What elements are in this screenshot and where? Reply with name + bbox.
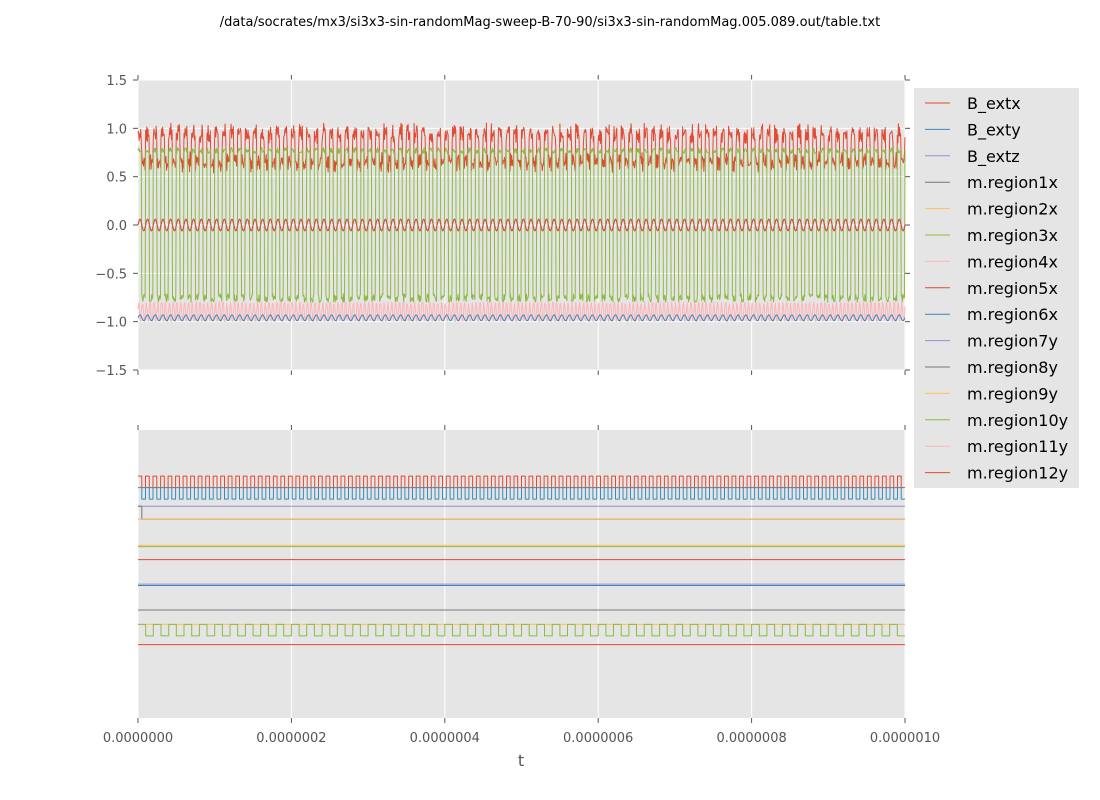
legend-entry: m.region6x <box>967 305 1058 324</box>
legend-entry: m.region7y <box>967 332 1058 351</box>
series-line <box>138 487 905 500</box>
legend-entry: m.region3x <box>967 226 1058 245</box>
legend-entry: B_extx <box>967 94 1021 114</box>
legend-entry: m.region5x <box>967 279 1058 298</box>
x-tick-label: 0.0000002 <box>256 731 326 746</box>
series-line <box>137 218 906 232</box>
plot-background <box>138 430 905 718</box>
series-line <box>137 301 906 323</box>
series-line <box>138 623 905 637</box>
series-line <box>137 314 906 322</box>
y-tick-label: −1.0 <box>95 316 127 331</box>
x-tick-label: 0.0000008 <box>716 731 786 746</box>
bottom-plot-panel: 0.0000000 0.0000002 0.0000004 0.0000006 0.00… <box>103 425 940 746</box>
legend-entry: m.region9y <box>967 384 1058 403</box>
y-tick-label: 1.0 <box>106 122 127 137</box>
y-tick-label: −1.5 <box>95 364 127 379</box>
legend-entry: m.region8y <box>967 358 1058 377</box>
x-tick-label: 0.0000000 <box>103 731 173 746</box>
chart-title: /data/socrates/mx3/si3x3-sin-randomMag-s… <box>220 15 880 30</box>
legend: B_extx B_exty B_extz m.region1x m.region2x m.… <box>914 88 1079 488</box>
x-tick-label: 0.0000004 <box>410 731 480 746</box>
top-plot-panel: 1.5 1.0 0.5 0.0 −0.5 −1.0 −1.5 <box>95 74 910 379</box>
x-tick-label: 0.0000010 <box>870 731 940 746</box>
series-line <box>137 147 906 303</box>
series-line <box>138 475 905 489</box>
legend-entry: m.region10y <box>967 411 1068 430</box>
x-tick-label: 0.0000006 <box>563 731 633 746</box>
y-tick-label: 0.0 <box>106 219 127 234</box>
y-tick-label: 0.5 <box>106 171 127 186</box>
legend-entry: B_exty <box>967 120 1021 140</box>
y-tick-label: −0.5 <box>95 267 127 282</box>
legend-entry: m.region4x <box>967 252 1058 271</box>
legend-entry: m.region11y <box>967 437 1068 456</box>
series-line <box>137 122 906 174</box>
x-axis-label: t <box>518 751 524 770</box>
y-tick-label: 1.5 <box>106 74 127 89</box>
legend-entry: m.region1x <box>967 173 1058 192</box>
legend-entry: B_extz <box>967 147 1020 167</box>
legend-entry: m.region2x <box>967 200 1058 219</box>
legend-entry: m.region12y <box>967 464 1068 483</box>
